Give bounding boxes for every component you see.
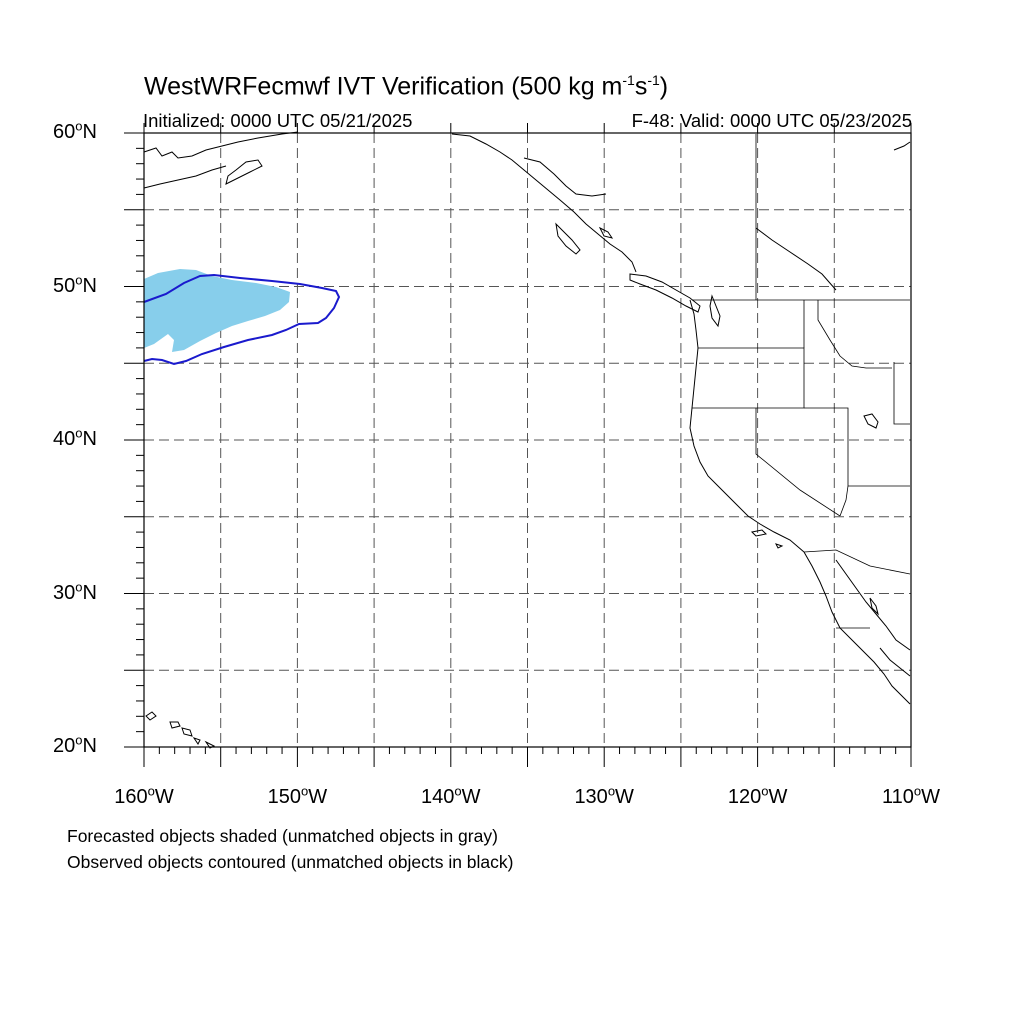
degree-symbol: o bbox=[913, 783, 922, 799]
lat-label-hemisphere: N bbox=[82, 274, 97, 297]
lon-label: 160oW bbox=[114, 783, 174, 809]
lon-label: 110oW bbox=[881, 783, 941, 809]
degree-symbol: o bbox=[147, 783, 155, 799]
lon-label: 120oW bbox=[727, 783, 788, 809]
lat-label-hemisphere: N bbox=[82, 428, 97, 450]
lat-label: 40oN bbox=[53, 425, 97, 451]
lat-label-hemisphere: N bbox=[82, 121, 97, 143]
graticule bbox=[144, 133, 911, 747]
lon-label-value: 110 bbox=[881, 786, 914, 808]
lat-label: 60oN bbox=[53, 118, 97, 144]
forecast-object bbox=[144, 269, 290, 352]
lat-label: 50oN bbox=[53, 271, 97, 298]
degree-symbol: o bbox=[761, 783, 769, 799]
lat-label-value: 20 bbox=[53, 735, 76, 757]
lon-label-value: 150 bbox=[267, 786, 302, 808]
chart-title: WestWRFecmwf IVT Verification (500 kg m-… bbox=[144, 72, 669, 101]
observed-object bbox=[143, 273, 341, 366]
lat-label-value: 50 bbox=[53, 274, 76, 297]
degree-symbol: o bbox=[75, 425, 83, 441]
lon-label-hemisphere: W bbox=[921, 786, 941, 808]
lat-label-hemisphere: N bbox=[82, 735, 97, 757]
initialized-time: Initialized: 0000 UTC 05/21/2025 bbox=[143, 110, 413, 131]
lat-label-hemisphere: N bbox=[82, 581, 97, 604]
degree-symbol: o bbox=[75, 118, 83, 134]
legend-observed: Observed objects contoured (unmatched ob… bbox=[67, 852, 514, 872]
coastlines bbox=[143, 131, 911, 749]
degree-symbol: o bbox=[607, 783, 616, 799]
degree-symbol: o bbox=[75, 578, 83, 594]
state-boundaries bbox=[692, 134, 911, 629]
lat-label: 20oN bbox=[53, 732, 97, 758]
lon-label-value: 120 bbox=[727, 786, 762, 808]
lon-label-hemisphere: W bbox=[154, 786, 174, 808]
lon-label-value: 160 bbox=[114, 786, 148, 808]
degree-symbol: o bbox=[454, 783, 462, 799]
lon-label-hemisphere: W bbox=[461, 786, 481, 808]
lon-label-hemisphere: W bbox=[308, 786, 328, 808]
lon-label: 130oW bbox=[574, 783, 634, 809]
valid-time: F-48: Valid: 0000 UTC 05/23/2025 bbox=[631, 110, 912, 131]
degree-symbol: o bbox=[75, 271, 83, 287]
lat-label: 30oN bbox=[53, 578, 97, 605]
lat-label-value: 40 bbox=[53, 428, 76, 450]
plot-frame bbox=[143, 132, 912, 748]
lon-label-hemisphere: W bbox=[768, 786, 788, 808]
lon-label-value: 140 bbox=[421, 786, 455, 808]
legend-forecast: Forecasted objects shaded (unmatched obj… bbox=[67, 826, 498, 846]
lon-label: 140oW bbox=[421, 783, 481, 809]
degree-symbol: o bbox=[75, 732, 83, 748]
lon-label: 150oW bbox=[267, 783, 328, 809]
lat-label-value: 30 bbox=[53, 581, 76, 604]
axis-ticks bbox=[124, 123, 912, 767]
lon-label-value: 130 bbox=[574, 786, 608, 808]
lon-label-hemisphere: W bbox=[615, 786, 634, 808]
degree-symbol: o bbox=[301, 783, 309, 799]
lat-label-value: 60 bbox=[53, 121, 76, 143]
